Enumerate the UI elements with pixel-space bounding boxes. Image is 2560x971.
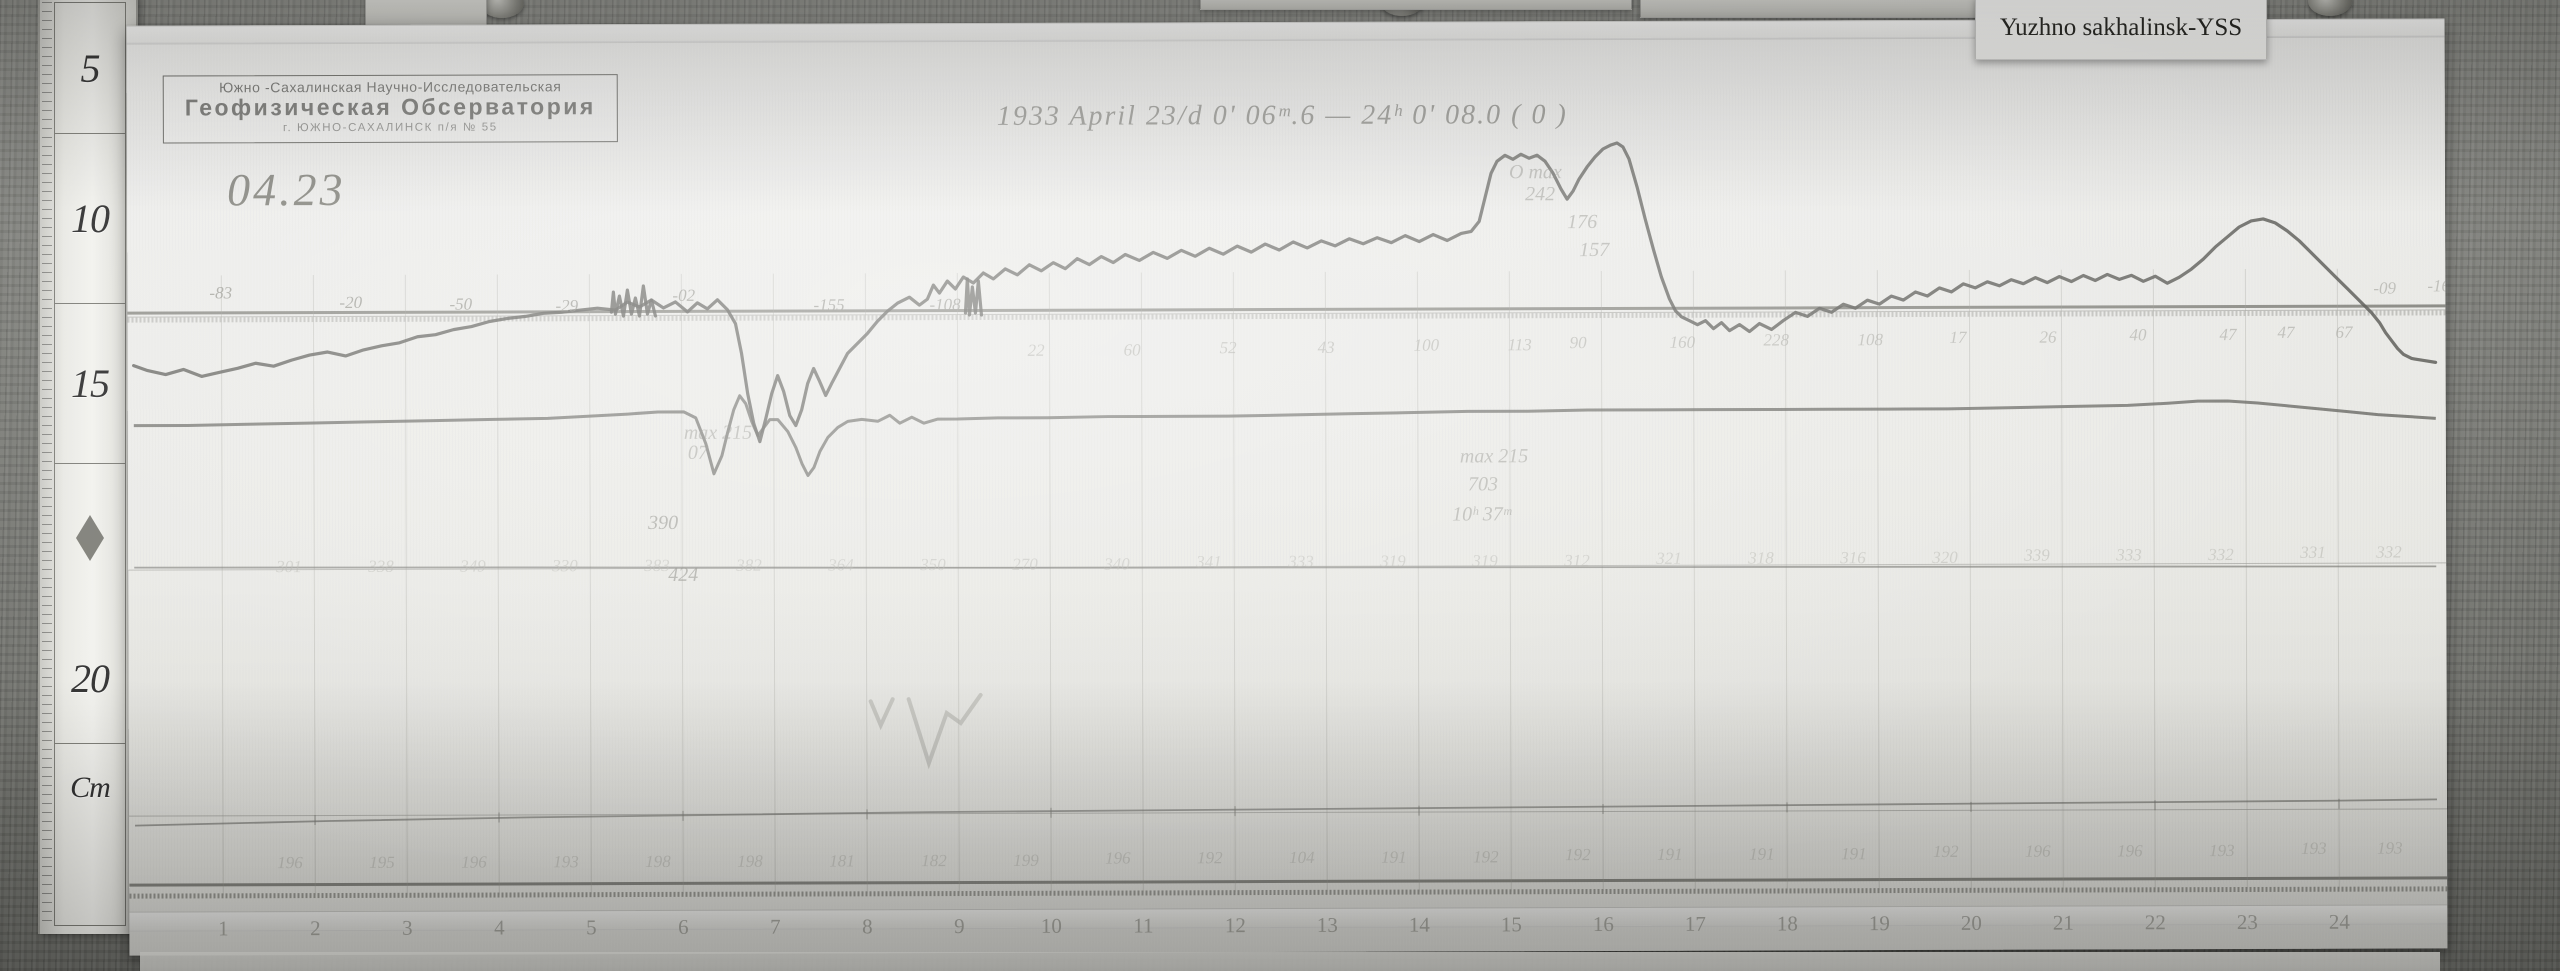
magnetogram-traces	[132, 141, 2438, 896]
trace-h-component	[132, 141, 2438, 444]
pencil-check-mark	[868, 692, 983, 770]
ruler-ticks	[42, 2, 52, 926]
trace-mid-rule	[134, 565, 2437, 569]
ruler-mark-20: 20	[71, 655, 110, 702]
specimen-label-text: Yuzhno sakhalinsk-YSS	[2000, 14, 2242, 42]
magnetogram-sheet: Южно -Сахалинская Научно-Исследовательск…	[126, 18, 2448, 956]
ruler-mark-10: 10	[71, 195, 110, 242]
paper-clamp	[1200, 0, 1632, 10]
ruler-unit-label: Cm	[70, 771, 111, 805]
lower-aux-ticks	[314, 798, 2340, 826]
trace-baseline	[133, 394, 2436, 478]
screw-icon	[480, 0, 524, 18]
lower-paper-edge	[140, 952, 2440, 971]
measuring-ruler: 5 10 15 20 Cm	[38, 0, 138, 934]
ruler-mark-15: 15	[71, 360, 110, 407]
screw-icon	[2308, 0, 2352, 16]
trace-lower-aux	[135, 798, 2437, 827]
ruler-scale: 5 10 15 20 Cm	[54, 2, 126, 926]
trace-spike-cluster	[609, 284, 658, 318]
specimen-label-card: Yuzhno sakhalinsk-YSS	[1975, 0, 2267, 60]
ruler-mark-5: 5	[81, 45, 101, 92]
trace-spike-cluster-2	[963, 277, 984, 317]
hour-tick-columns	[220, 268, 2340, 896]
